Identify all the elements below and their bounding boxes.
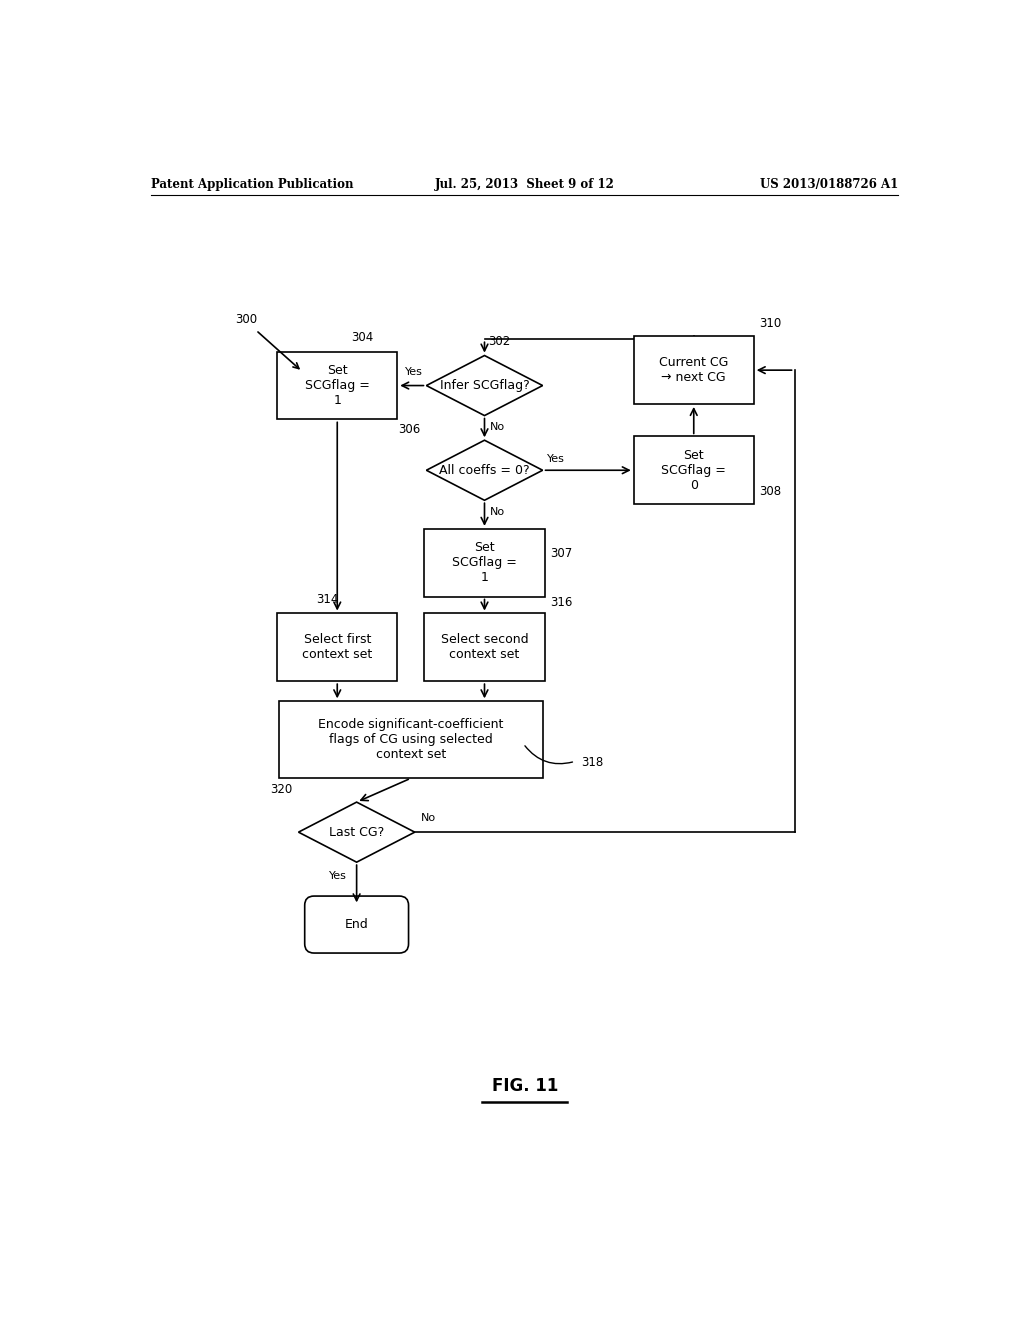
Text: Yes: Yes (404, 367, 423, 378)
FancyBboxPatch shape (305, 896, 409, 953)
Text: Infer SCGflag?: Infer SCGflag? (439, 379, 529, 392)
Text: No: No (489, 507, 505, 517)
Polygon shape (426, 355, 543, 416)
Text: Set
SCGflag =
0: Set SCGflag = 0 (662, 449, 726, 492)
Text: No: No (421, 813, 436, 822)
Text: FIG. 11: FIG. 11 (492, 1077, 558, 1096)
Text: Last CG?: Last CG? (329, 825, 384, 838)
Text: 320: 320 (270, 783, 292, 796)
Text: 300: 300 (234, 313, 257, 326)
FancyBboxPatch shape (280, 701, 543, 779)
Polygon shape (426, 441, 543, 500)
FancyBboxPatch shape (424, 529, 545, 597)
FancyBboxPatch shape (278, 351, 397, 420)
FancyBboxPatch shape (278, 614, 397, 681)
Text: 307: 307 (550, 546, 572, 560)
Text: 316: 316 (550, 595, 572, 609)
Text: 314: 314 (316, 593, 338, 606)
FancyBboxPatch shape (424, 614, 545, 681)
Text: 310: 310 (759, 317, 781, 330)
FancyBboxPatch shape (634, 337, 754, 404)
Text: 306: 306 (398, 422, 420, 436)
Polygon shape (299, 803, 415, 862)
Text: 302: 302 (488, 335, 511, 348)
Text: All coeffs = 0?: All coeffs = 0? (439, 463, 529, 477)
Text: 304: 304 (351, 331, 374, 345)
Text: Set
SCGflag =
1: Set SCGflag = 1 (305, 364, 370, 407)
Text: US 2013/0188726 A1: US 2013/0188726 A1 (760, 178, 898, 190)
Text: 308: 308 (759, 486, 781, 499)
Text: Select second
context set: Select second context set (440, 634, 528, 661)
Text: Set
SCGflag =
1: Set SCGflag = 1 (452, 541, 517, 585)
FancyBboxPatch shape (634, 437, 754, 504)
Text: End: End (345, 917, 369, 931)
Text: 318: 318 (582, 756, 603, 770)
Text: Yes: Yes (547, 454, 564, 463)
Text: Current CG
→ next CG: Current CG → next CG (659, 356, 728, 384)
Text: Patent Application Publication: Patent Application Publication (152, 178, 353, 190)
Text: Yes: Yes (330, 871, 347, 882)
Text: Jul. 25, 2013  Sheet 9 of 12: Jul. 25, 2013 Sheet 9 of 12 (435, 178, 614, 190)
Text: No: No (489, 422, 505, 432)
Text: Encode significant-coefficient
flags of CG using selected
context set: Encode significant-coefficient flags of … (318, 718, 504, 762)
Text: Select first
context set: Select first context set (302, 634, 373, 661)
